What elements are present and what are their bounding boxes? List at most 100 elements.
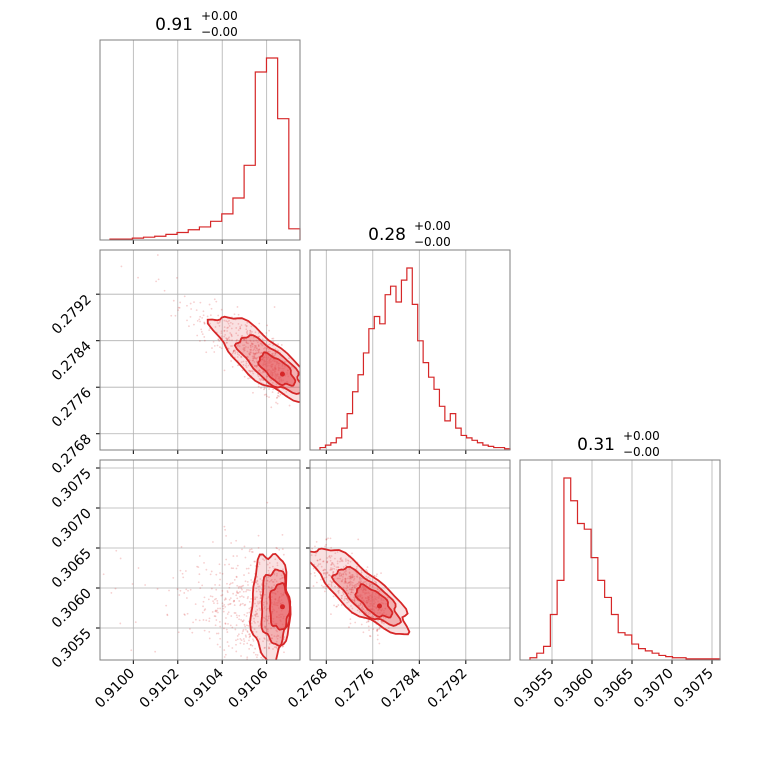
scatter-point (262, 370, 264, 372)
scatter-point (349, 593, 352, 596)
scatter-point (282, 645, 284, 648)
scatter-point (224, 623, 227, 625)
scatter-point (255, 351, 258, 354)
scatter-point (270, 627, 272, 630)
scatter-point (243, 339, 246, 342)
scatter-point (130, 649, 133, 652)
scatter-point (226, 582, 228, 585)
scatter-point (215, 300, 218, 303)
scatter-point (259, 342, 262, 345)
scatter-point (359, 602, 362, 605)
scatter-point (228, 603, 231, 606)
scatter-point (272, 661, 274, 663)
scatter-point (249, 339, 251, 342)
scatter-point (350, 581, 353, 584)
scatter-point (339, 558, 342, 561)
scatter-point (358, 581, 360, 584)
scatter-point (278, 548, 281, 551)
scatter-point (246, 330, 249, 332)
scatter-point (247, 364, 250, 367)
scatter-point (271, 565, 274, 568)
scatter-point (330, 583, 333, 586)
scatter-point (231, 352, 234, 355)
scatter-point (255, 590, 258, 593)
scatter-point (253, 356, 256, 358)
scatter-point (239, 325, 242, 328)
scatter-point (247, 356, 249, 359)
scatter-point (322, 560, 325, 563)
scatter-point (271, 381, 274, 384)
scatter-point (240, 361, 243, 364)
scatter-point (264, 625, 266, 628)
scatter-point (256, 356, 259, 359)
scatter-point (256, 654, 259, 656)
scatter-point (226, 320, 229, 323)
scatter-point (193, 323, 195, 326)
scatter-point (227, 611, 230, 614)
scatter-point (276, 402, 279, 405)
scatter-point (267, 350, 270, 353)
scatter-point (233, 604, 236, 607)
scatter-point (260, 583, 263, 586)
scatter-point (237, 322, 240, 325)
scatter-point (281, 548, 284, 551)
scatter-point (252, 357, 255, 360)
scatter-point (212, 600, 214, 603)
scatter-point (253, 617, 255, 620)
scatter-point (253, 628, 256, 631)
scatter-point (279, 636, 282, 639)
scatter-point (342, 573, 345, 576)
scatter-point (254, 346, 257, 349)
scatter-point (258, 561, 261, 564)
scatter-point (248, 607, 251, 610)
scatter-point (304, 544, 306, 546)
scatter-point (155, 280, 158, 283)
scatter-point (336, 551, 339, 553)
scatter-point (330, 563, 333, 566)
scatter-point (330, 568, 332, 571)
scatter-point (223, 599, 226, 601)
scatter-point (290, 365, 293, 368)
scatter-point (351, 584, 354, 587)
scatter-point (232, 567, 235, 570)
scatter-point (205, 351, 208, 354)
panel-p2-p3-frame-outline (309, 459, 511, 661)
scatter-point (264, 627, 267, 630)
title-p2: 0.28 +0.00 −0.00 (368, 219, 451, 249)
scatter-point (257, 351, 260, 354)
scatter-point (250, 343, 253, 345)
scatter-point (313, 572, 316, 574)
scatter-point (264, 646, 266, 649)
scatter-point (264, 618, 267, 621)
scatter-point (330, 582, 333, 584)
scatter-point (245, 615, 248, 617)
scatter-point (254, 666, 256, 668)
scatter-point (240, 324, 243, 327)
scatter-point (270, 634, 273, 636)
scatter-point (349, 577, 351, 580)
scatter-point (248, 550, 251, 553)
scatter-point (352, 591, 354, 594)
tick-label-p3-y-1: 0.3060 (49, 586, 95, 632)
scatter-point (249, 644, 252, 646)
scatter-point (302, 539, 304, 541)
scatter-point (256, 635, 259, 638)
scatter-point (214, 663, 216, 665)
scatter-point (237, 313, 240, 316)
scatter-point (341, 560, 344, 563)
scatter-point (365, 583, 368, 585)
scatter-point (338, 587, 341, 590)
scatter-point (114, 587, 117, 590)
scatter-point (276, 396, 279, 399)
scatter-point (378, 589, 381, 592)
scatter-point (351, 576, 354, 579)
scatter-point (54, 217, 56, 219)
scatter-point (238, 618, 241, 621)
scatter-point (351, 586, 354, 589)
scatter-point (246, 342, 248, 345)
scatter-point (249, 344, 252, 347)
scatter-point (348, 575, 351, 578)
scatter-point (284, 361, 287, 364)
scatter-point (238, 585, 240, 588)
contour-level-2 (354, 583, 394, 619)
